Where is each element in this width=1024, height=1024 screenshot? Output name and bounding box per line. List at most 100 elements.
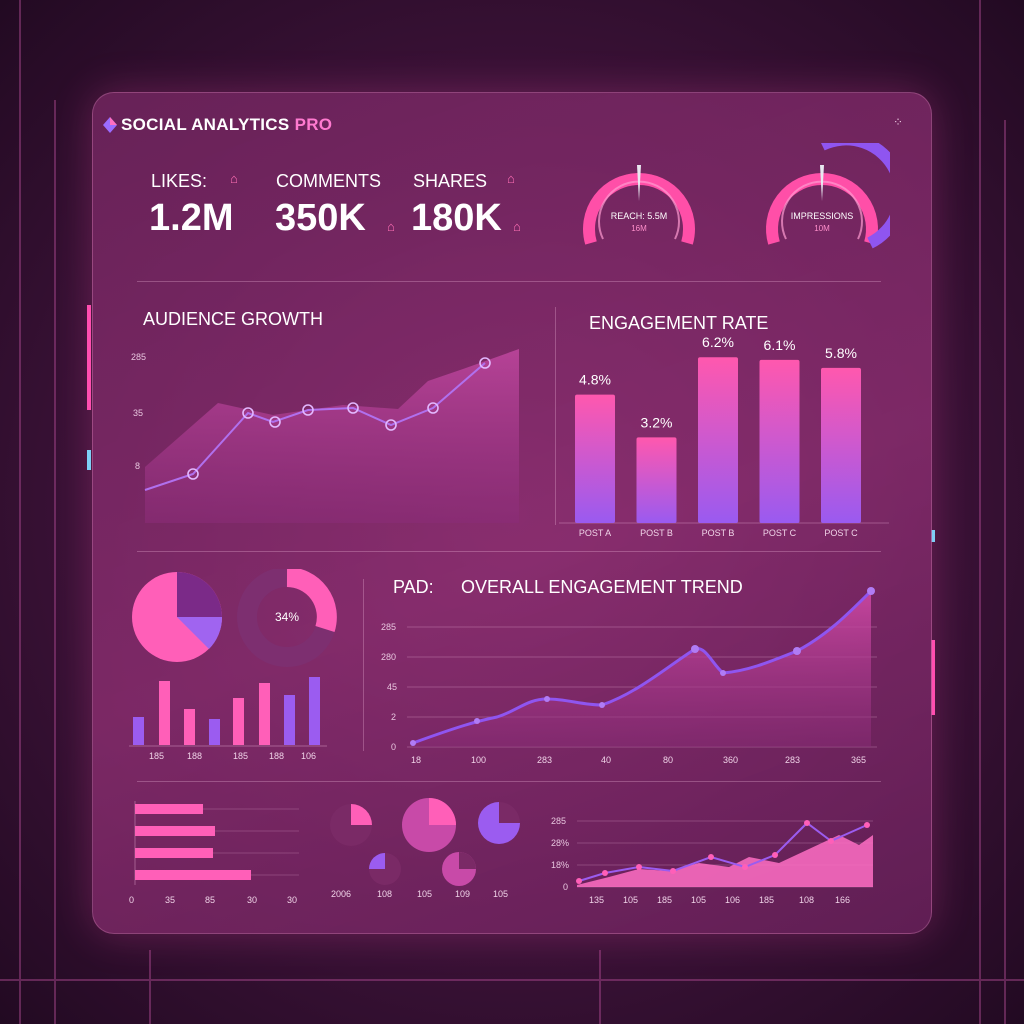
app-logo-icon xyxy=(103,117,117,133)
x-tick: 360 xyxy=(723,755,738,765)
y-tick: 2 xyxy=(391,712,396,722)
reach-sub: 16M xyxy=(631,224,647,233)
divider xyxy=(555,307,556,525)
audience-growth-title: AUDIENCE GROWTH xyxy=(143,309,323,329)
y-tick: 28% xyxy=(551,838,569,848)
trend-prefix: PAD: xyxy=(393,577,434,597)
x-tick: 188 xyxy=(187,751,202,761)
y-tick: 35 xyxy=(133,408,143,418)
x-tick: 2006 xyxy=(331,889,351,899)
x-tick: 18 xyxy=(411,755,421,765)
x-tick: 85 xyxy=(205,895,215,905)
data-point xyxy=(479,357,491,369)
trend-up-icon: ⌂ xyxy=(230,171,238,186)
mini-pie-charts: 2006 108 105 109 105 xyxy=(330,798,520,899)
gauge-needle xyxy=(820,165,824,201)
x-tick: 185 xyxy=(149,751,164,761)
x-tick: 108 xyxy=(377,889,392,899)
x-tick: 40 xyxy=(601,755,611,765)
x-tick: 135 xyxy=(589,895,604,905)
donut-label: 34% xyxy=(275,610,299,624)
divider xyxy=(137,781,881,782)
shares-label: SHARES xyxy=(413,171,488,191)
bar-category-label: POST B xyxy=(640,528,673,538)
y-tick: 45 xyxy=(387,682,397,692)
y-tick: 285 xyxy=(551,816,566,826)
impressions-gauge: IMPRESSIONS 10M xyxy=(766,143,890,249)
x-tick: 283 xyxy=(785,755,800,765)
engagement-bar xyxy=(698,357,738,523)
app-title: SOCIAL ANALYTICS PRO xyxy=(121,115,332,135)
comments-value: 350K xyxy=(275,197,366,239)
glow-accent-left-cyan xyxy=(87,450,91,470)
mini-charts: 34% 185 188 185 188 106 xyxy=(129,569,337,761)
data-point xyxy=(187,468,199,480)
x-tick: 30 xyxy=(287,895,297,905)
bar-category-label: POST C xyxy=(824,528,858,538)
x-tick: 185 xyxy=(759,895,774,905)
x-tick: 109 xyxy=(455,889,470,899)
glow-accent-left xyxy=(87,305,91,410)
x-tick: 30 xyxy=(247,895,257,905)
app-title-main: SOCIAL ANALYTICS xyxy=(121,115,295,134)
x-tick: 0 xyxy=(129,895,134,905)
data-point xyxy=(269,416,281,428)
glow-accent-right xyxy=(931,640,935,715)
bar-category-label: POST C xyxy=(763,528,797,538)
engagement-bar xyxy=(759,359,800,523)
engagement-rate-title: ENGAGEMENT RATE xyxy=(589,313,769,333)
y-tick: 8 xyxy=(135,461,140,471)
data-point xyxy=(302,404,314,416)
audience-growth-chart: 285 35 8 xyxy=(131,349,519,523)
bar-value-label: 6.1% xyxy=(764,337,796,353)
bottom-line-chart: 285 28% 18% 0 135 105 185 105 106 185 10… xyxy=(551,816,873,905)
y-tick: 0 xyxy=(391,742,396,752)
trend-up-icon: ⌂ xyxy=(513,219,521,234)
divider xyxy=(137,281,881,282)
x-tick: 35 xyxy=(165,895,175,905)
grid-dots-icon[interactable]: ⁘ xyxy=(892,115,905,129)
data-point xyxy=(347,402,359,414)
x-tick: 105 xyxy=(623,895,638,905)
engagement-bar xyxy=(575,394,615,523)
x-tick: 283 xyxy=(537,755,552,765)
engagement-bar xyxy=(636,437,677,523)
x-tick: 185 xyxy=(657,895,672,905)
x-tick: 106 xyxy=(301,751,316,761)
trend-up-icon: ⌂ xyxy=(507,171,515,186)
data-point xyxy=(385,419,397,431)
bar-value-label: 3.2% xyxy=(641,414,673,430)
gauge-needle xyxy=(637,165,641,201)
data-point xyxy=(242,407,254,419)
x-tick: 80 xyxy=(663,755,673,765)
overall-trend-title: OVERALL ENGAGEMENT TREND xyxy=(461,577,743,597)
x-tick: 105 xyxy=(493,889,508,899)
engagement-rate-chart: 4.8% POST A 3.2% POST B 6.2% POST B 6.1% POST C… xyxy=(559,334,889,538)
x-tick: 105 xyxy=(417,889,432,899)
y-tick: 285 xyxy=(381,622,396,632)
likes-label: LIKES: xyxy=(151,171,208,191)
comments-label: COMMENTS xyxy=(276,171,381,191)
x-tick: 166 xyxy=(835,895,850,905)
bar-value-label: 5.8% xyxy=(825,345,857,361)
y-tick: 280 xyxy=(381,652,396,662)
app-title-accent: PRO xyxy=(294,115,333,134)
y-tick: 18% xyxy=(551,860,569,870)
trend-up-icon: ⌂ xyxy=(387,219,395,234)
bar-category-label: POST A xyxy=(579,528,611,538)
engagement-bar xyxy=(821,367,861,523)
x-tick: 105 xyxy=(691,895,706,905)
bar-value-label: 6.2% xyxy=(702,334,734,350)
divider xyxy=(363,579,364,751)
shares-value: 180K xyxy=(411,197,502,239)
x-tick: 106 xyxy=(725,895,740,905)
impressions-sub: 10M xyxy=(814,224,830,233)
mini-bar-chart xyxy=(129,677,327,747)
data-point xyxy=(427,402,439,414)
likes-value: 1.2M xyxy=(149,197,234,239)
dashboard-panel: SOCIAL ANALYTICS PRO ⁘ LIKES: ⌂ 1.2M COM… xyxy=(92,92,932,934)
x-tick: 185 xyxy=(233,751,248,761)
y-tick: 0 xyxy=(563,882,568,892)
glow-accent-right-cyan xyxy=(931,530,935,542)
